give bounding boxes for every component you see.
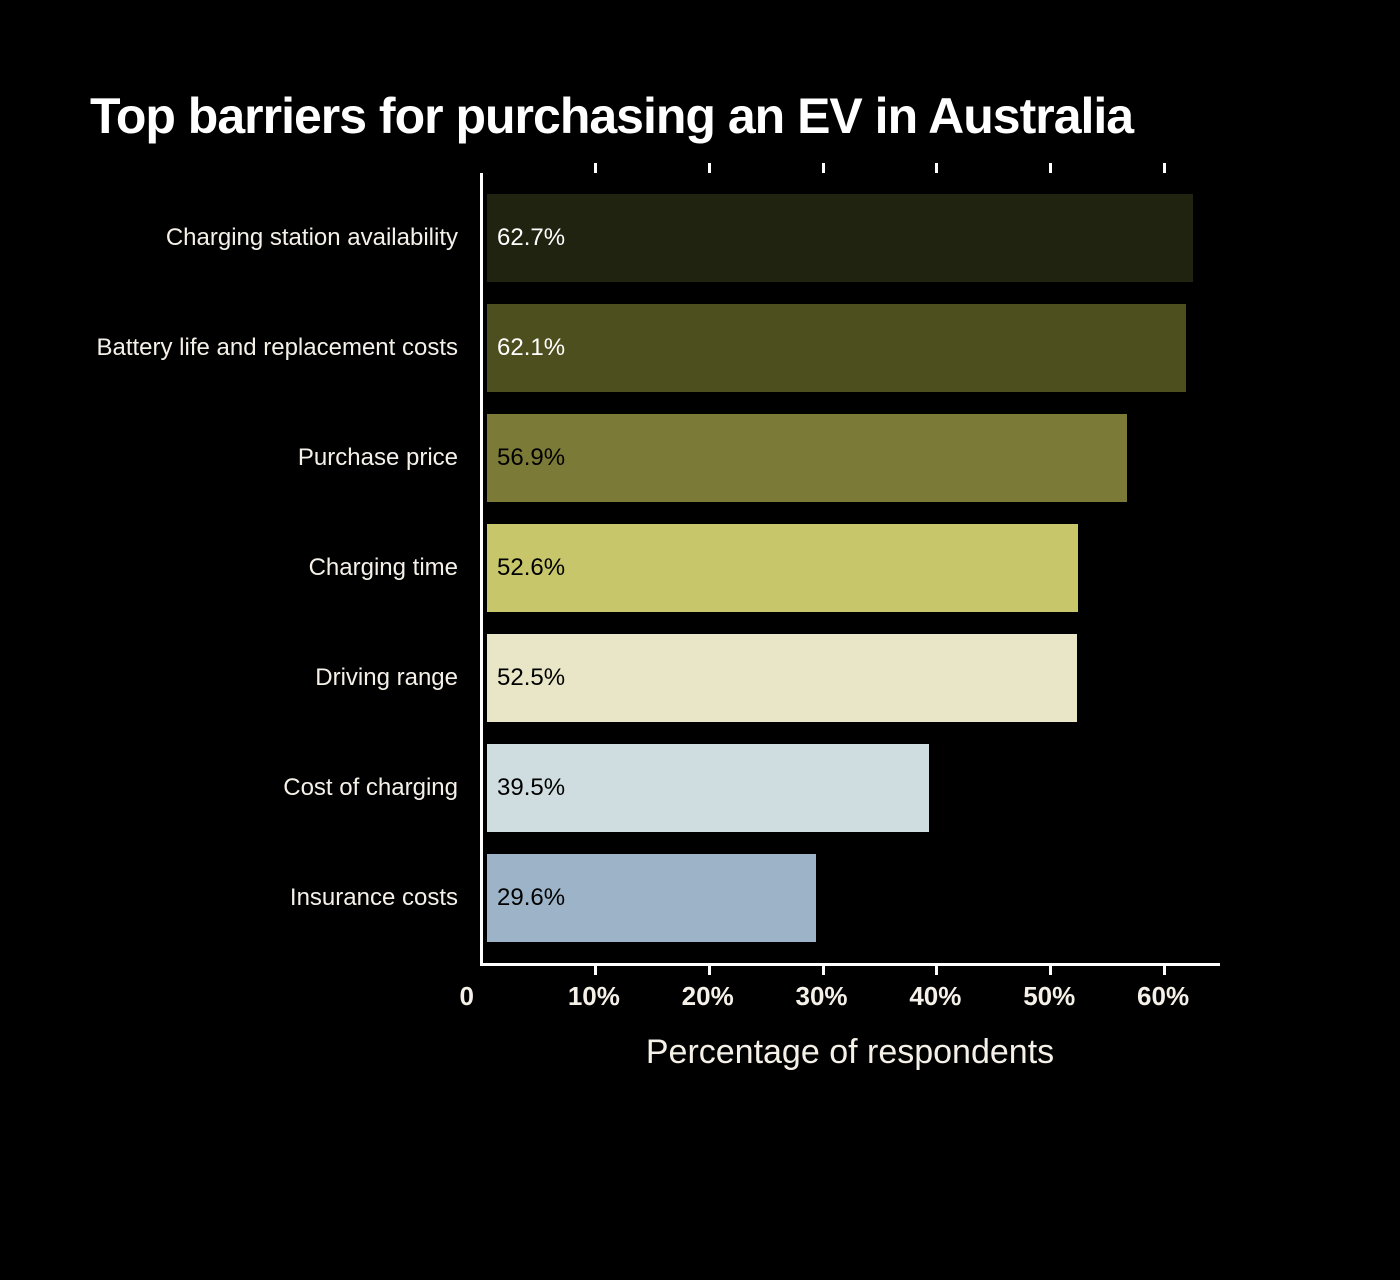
bar-value-label: 52.6%	[497, 554, 565, 582]
x-tick-bottom	[594, 963, 597, 975]
x-tick-bottom	[1049, 963, 1052, 975]
x-tick-label: 0	[460, 981, 474, 1012]
x-tick-top	[1163, 163, 1166, 173]
bar: 39.5%	[483, 740, 933, 836]
bar-category-label: Purchase price	[298, 444, 480, 472]
x-tick-bottom	[935, 963, 938, 975]
bar-value-label: 39.5%	[497, 774, 565, 802]
chart-title: Top barriers for purchasing an EV in Aus…	[90, 90, 1220, 143]
x-tick-label: 50%	[1023, 981, 1075, 1012]
bar-row: 62.1% Battery life and replacement costs	[80, 300, 1220, 396]
x-tick-top	[822, 163, 825, 173]
bar-value-label: 52.5%	[497, 664, 565, 692]
bar-value-label: 62.1%	[497, 334, 565, 362]
bar-category-label: Driving range	[315, 664, 480, 692]
bar-row: 56.9% Purchase price	[80, 410, 1220, 506]
bar-value-label: 62.7%	[497, 224, 565, 252]
plot-area: 62.7% Charging station availability 62.1% B…	[80, 173, 1220, 1103]
x-tick-top	[594, 163, 597, 173]
x-tick-top	[935, 163, 938, 173]
bar: 62.7%	[483, 190, 1197, 286]
x-tick-label: 30%	[796, 981, 848, 1012]
x-tick-bottom	[708, 963, 711, 975]
bar-category-label: Battery life and replacement costs	[96, 334, 480, 362]
x-tick-top	[1049, 163, 1052, 173]
bar-value-label: 56.9%	[497, 444, 565, 472]
x-tick-label: 40%	[909, 981, 961, 1012]
bar-row: 52.6% Charging time	[80, 520, 1220, 616]
bar-value-label: 29.6%	[497, 884, 565, 912]
x-tick-label: 10%	[568, 981, 620, 1012]
bar-row: 62.7% Charging station availability	[80, 190, 1220, 286]
bar-category-label: Charging time	[309, 554, 480, 582]
x-tick-top	[708, 163, 711, 173]
bar-row: 29.6% Insurance costs	[80, 850, 1220, 946]
x-tick-bottom	[1163, 963, 1166, 975]
bar: 29.6%	[483, 850, 820, 946]
bar-category-label: Insurance costs	[290, 884, 480, 912]
bar: 52.5%	[483, 630, 1081, 726]
bar: 56.9%	[483, 410, 1131, 506]
chart-container: Top barriers for purchasing an EV in Aus…	[80, 80, 1220, 1150]
bar-category-label: Charging station availability	[166, 224, 480, 252]
bar-category-label: Cost of charging	[283, 774, 480, 802]
bar-row: 39.5% Cost of charging	[80, 740, 1220, 836]
x-axis-title: Percentage of respondents	[646, 1033, 1054, 1072]
bar-row: 52.5% Driving range	[80, 630, 1220, 726]
x-axis	[480, 963, 1220, 966]
bar: 62.1%	[483, 300, 1190, 396]
x-tick-label: 60%	[1137, 981, 1189, 1012]
x-tick-bottom	[822, 963, 825, 975]
bar: 52.6%	[483, 520, 1082, 616]
x-tick-label: 20%	[682, 981, 734, 1012]
